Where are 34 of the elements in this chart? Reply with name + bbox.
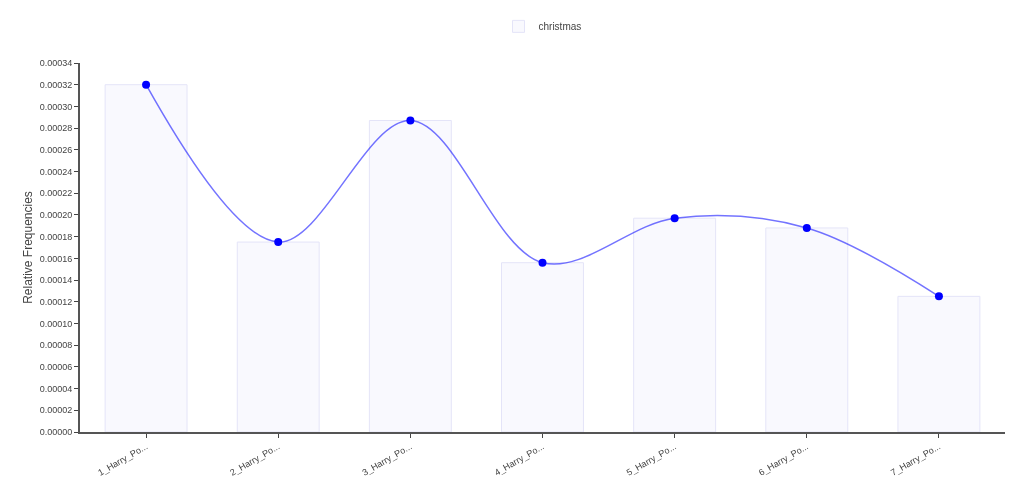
y-tick-label: 0.00032 [39, 79, 73, 90]
y-tick-label: 0.00012 [39, 296, 73, 307]
y-tick-label: 0.00016 [39, 253, 73, 264]
y-tick-label: 0.00004 [39, 383, 73, 394]
point [802, 223, 811, 232]
y-tick-label: 0.00026 [39, 144, 73, 155]
y-axis-title: Relative Frequencies [21, 191, 36, 304]
y-tick-label: 0.00022 [39, 188, 73, 199]
y-tick-label: 0.00034 [39, 58, 73, 69]
point [670, 214, 679, 223]
bar [104, 84, 188, 432]
point [142, 80, 151, 89]
y-tick-label: 0.00002 [39, 405, 73, 416]
y-tick-label: 0.00028 [39, 123, 73, 134]
bar [236, 241, 320, 432]
bar [501, 262, 584, 432]
y-tick-label: 0.00010 [39, 318, 73, 329]
y-tick-label: 0.00006 [39, 362, 73, 373]
y-tick-label: 0.00024 [39, 166, 73, 177]
bar [633, 217, 717, 432]
legend-label: christmas [538, 21, 582, 33]
bar [765, 227, 849, 432]
y-tick-label: 0.00014 [39, 275, 73, 286]
bar [368, 120, 452, 432]
bar [897, 295, 981, 432]
point [406, 116, 415, 125]
y-tick-label: 0.00008 [39, 340, 73, 351]
y-tick-label: 0.00000 [39, 427, 73, 438]
point [274, 238, 283, 247]
point [934, 292, 943, 301]
y-tick-label: 0.00030 [39, 101, 73, 112]
y-tick-label: 0.00018 [39, 231, 73, 242]
point [538, 258, 547, 267]
y-tick-label: 0.00020 [39, 210, 73, 221]
